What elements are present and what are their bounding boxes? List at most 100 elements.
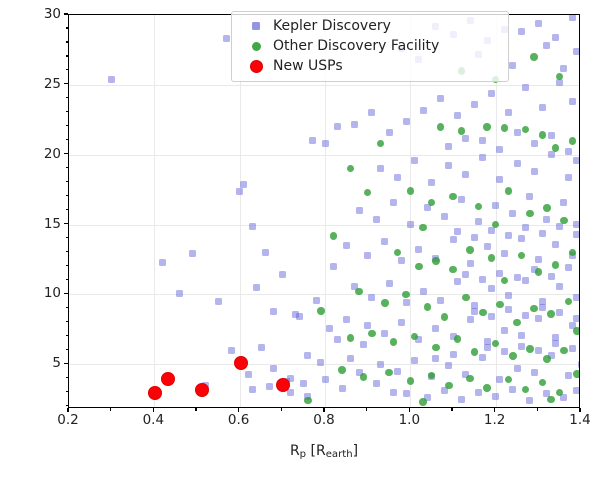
legend-label-kepler: Kepler Discovery	[273, 18, 391, 34]
data-point-kepler	[526, 397, 534, 405]
data-point-kepler	[453, 228, 461, 236]
data-point-kepler	[415, 246, 423, 254]
data-point-kepler	[560, 394, 568, 402]
data-point-kepler	[564, 264, 572, 272]
data-point-kepler	[543, 390, 551, 398]
data-point-other	[410, 332, 419, 341]
x-tick-minor	[366, 408, 368, 411]
data-point-kepler	[449, 351, 457, 358]
data-point-kepler	[334, 335, 342, 343]
data-point-kepler	[466, 316, 474, 324]
x-tick-minor	[451, 408, 453, 411]
y-tick-label: 20	[43, 145, 61, 162]
data-point-kepler	[517, 28, 525, 36]
data-point-kepler	[500, 327, 508, 335]
data-point-kepler	[543, 215, 551, 223]
data-point-kepler	[505, 292, 512, 300]
y-tick-minor	[65, 404, 68, 406]
data-point-kepler	[496, 376, 504, 384]
data-point-other	[538, 131, 547, 139]
chart-legend: Kepler Discovery Other Discovery Facilit…	[231, 11, 509, 82]
data-point-other	[419, 398, 427, 406]
data-point-kepler	[534, 346, 542, 354]
data-point-kepler	[445, 362, 453, 370]
y-tick-major	[64, 153, 68, 155]
data-point-other	[479, 308, 487, 317]
data-point-kepler	[509, 385, 517, 393]
data-point-other	[496, 300, 504, 308]
data-point-kepler	[462, 370, 470, 378]
data-point-other	[317, 307, 325, 315]
y-tick-label: 5	[52, 355, 61, 372]
data-point-kepler	[470, 233, 478, 241]
data-point-usp	[195, 383, 210, 398]
y-tick-minor	[65, 278, 68, 281]
data-point-other	[453, 335, 461, 343]
data-point-kepler	[342, 242, 350, 249]
data-point-other	[483, 384, 491, 392]
data-point-kepler	[453, 112, 461, 120]
data-point-other	[385, 368, 393, 377]
data-point-kepler	[402, 299, 410, 307]
data-point-kepler	[347, 355, 355, 363]
data-point-kepler	[266, 383, 273, 391]
x-axis-title: Rp [Rearth]	[289, 443, 359, 461]
usp-marker-icon	[239, 59, 273, 73]
data-point-other	[538, 378, 547, 387]
data-point-kepler	[253, 283, 261, 291]
data-point-kepler	[547, 352, 555, 360]
data-point-kepler	[487, 285, 495, 293]
data-point-kepler	[394, 367, 401, 375]
data-point-kepler	[560, 64, 568, 72]
gridline-vertical	[239, 15, 241, 407]
data-point-kepler	[381, 330, 389, 338]
x-tick-major	[408, 408, 410, 412]
data-point-kepler	[513, 159, 521, 167]
data-point-kepler	[573, 47, 579, 55]
data-point-kepler	[509, 61, 517, 69]
y-tick-minor	[65, 55, 68, 57]
gridline-horizontal	[69, 224, 579, 226]
data-point-kepler	[176, 289, 184, 297]
data-point-kepler	[573, 387, 579, 395]
y-tick-minor	[65, 111, 68, 113]
data-point-kepler	[355, 369, 363, 377]
x-tick-major	[152, 408, 154, 412]
data-point-other	[555, 388, 564, 396]
x-tick-major	[579, 408, 581, 412]
data-point-other	[543, 204, 551, 212]
data-point-kepler	[453, 278, 461, 286]
data-point-kepler	[539, 103, 547, 111]
data-point-kepler	[539, 297, 547, 305]
data-point-other	[564, 297, 572, 306]
data-point-kepler	[441, 387, 448, 395]
data-point-kepler	[564, 173, 572, 181]
data-point-kepler	[394, 173, 401, 181]
data-point-kepler	[287, 374, 295, 382]
data-point-other	[551, 261, 560, 269]
data-point-kepler	[436, 296, 444, 304]
data-point-kepler	[479, 353, 487, 361]
y-tick-minor	[65, 236, 68, 239]
data-point-kepler	[539, 229, 547, 237]
data-point-other	[509, 352, 517, 360]
data-point-other	[568, 137, 577, 145]
x-tick-minor	[536, 408, 538, 411]
data-point-other	[500, 276, 508, 285]
data-point-kepler	[240, 180, 248, 188]
gridline-vertical	[410, 15, 412, 407]
data-point-kepler	[462, 271, 470, 279]
data-point-kepler	[569, 15, 576, 22]
data-point-kepler	[462, 170, 470, 178]
data-point-kepler	[249, 222, 256, 230]
data-point-other	[466, 374, 474, 382]
x-tick-label: 0.2	[57, 412, 79, 428]
data-point-kepler	[159, 258, 167, 266]
data-point-kepler	[330, 263, 337, 270]
data-point-kepler	[543, 42, 551, 50]
x-tick-major	[67, 408, 69, 412]
x-tick-label: 1.0	[398, 412, 421, 428]
data-point-kepler	[317, 359, 325, 367]
data-point-kepler	[364, 251, 372, 259]
